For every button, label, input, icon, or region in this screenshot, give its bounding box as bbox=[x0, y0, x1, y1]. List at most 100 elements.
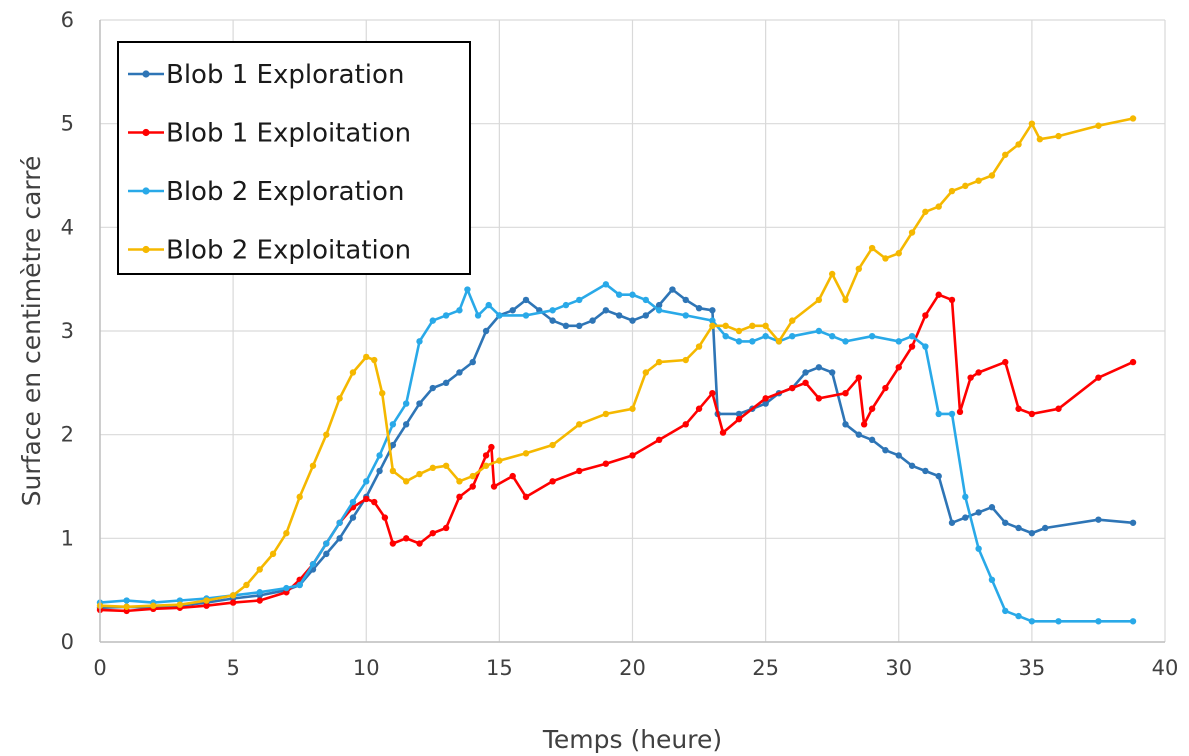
data-point bbox=[1015, 141, 1022, 148]
data-point bbox=[682, 312, 689, 319]
data-point bbox=[1028, 410, 1036, 418]
data-point bbox=[562, 301, 570, 309]
data-point bbox=[602, 460, 610, 467]
data-point bbox=[895, 452, 902, 459]
data-point bbox=[336, 519, 343, 526]
x-tick-label: 0 bbox=[93, 656, 106, 680]
data-point bbox=[855, 374, 863, 381]
x-tick-label: 30 bbox=[885, 656, 912, 680]
data-point bbox=[1015, 612, 1022, 620]
legend-swatch-marker bbox=[142, 128, 150, 137]
data-point bbox=[709, 322, 716, 330]
data-point bbox=[815, 296, 823, 304]
x-tick-label: 25 bbox=[752, 656, 779, 680]
data-point bbox=[669, 286, 676, 293]
y-tick-label: 2 bbox=[61, 423, 74, 447]
data-point bbox=[629, 291, 636, 298]
data-point bbox=[1036, 136, 1044, 143]
data-point bbox=[695, 343, 703, 350]
data-point bbox=[1129, 358, 1137, 366]
legend-swatch-marker bbox=[142, 187, 150, 195]
data-point bbox=[935, 472, 942, 480]
data-point bbox=[482, 452, 490, 459]
data-point bbox=[490, 483, 498, 490]
data-point bbox=[682, 421, 689, 428]
data-point bbox=[496, 312, 503, 319]
data-point bbox=[629, 452, 636, 459]
legend-item: Blob 1 Exploitation bbox=[128, 119, 411, 149]
data-point bbox=[456, 478, 463, 485]
data-point bbox=[762, 322, 769, 330]
data-point bbox=[828, 332, 836, 340]
data-point bbox=[296, 581, 303, 589]
x-tick-label: 5 bbox=[226, 656, 239, 680]
data-point bbox=[522, 312, 530, 319]
data-point bbox=[1041, 524, 1049, 532]
data-point bbox=[203, 597, 210, 604]
data-point bbox=[935, 410, 942, 418]
data-point bbox=[363, 353, 370, 361]
data-point bbox=[442, 462, 450, 469]
data-point bbox=[1055, 405, 1062, 412]
data-point bbox=[256, 589, 263, 596]
data-point bbox=[1028, 120, 1036, 127]
data-point bbox=[469, 472, 476, 480]
y-tick-label: 5 bbox=[61, 112, 74, 136]
data-point bbox=[709, 390, 716, 397]
data-point bbox=[429, 464, 437, 472]
data-point bbox=[549, 441, 556, 449]
legend-box bbox=[117, 41, 471, 275]
data-point bbox=[123, 603, 130, 610]
data-point bbox=[349, 514, 357, 521]
data-point bbox=[522, 296, 530, 304]
legend-item: Blob 2 Exploration bbox=[128, 177, 404, 207]
data-point bbox=[828, 369, 836, 376]
data-point bbox=[389, 540, 397, 547]
data-point bbox=[323, 550, 330, 558]
data-point bbox=[615, 291, 623, 298]
data-point bbox=[1129, 519, 1137, 526]
data-point bbox=[323, 431, 330, 438]
data-point bbox=[429, 384, 437, 392]
legend-label: Blob 2 Exploitation bbox=[166, 236, 411, 266]
data-point bbox=[762, 395, 769, 402]
data-point bbox=[456, 369, 463, 376]
data-point bbox=[269, 550, 277, 558]
data-point bbox=[948, 410, 956, 418]
data-point bbox=[735, 327, 743, 335]
data-point bbox=[549, 478, 556, 485]
data-point bbox=[379, 390, 386, 397]
data-point bbox=[868, 436, 876, 444]
data-point bbox=[576, 467, 583, 475]
data-point bbox=[389, 441, 397, 449]
data-point bbox=[709, 307, 716, 314]
data-point bbox=[442, 524, 450, 532]
data-point bbox=[349, 369, 357, 376]
data-point bbox=[283, 584, 290, 592]
data-point bbox=[642, 296, 650, 304]
data-point bbox=[967, 374, 974, 381]
data-point bbox=[562, 322, 570, 330]
x-axis-title: Temps (heure) bbox=[542, 725, 722, 754]
data-point bbox=[868, 332, 876, 340]
data-point bbox=[1095, 374, 1102, 381]
data-point bbox=[309, 561, 317, 568]
data-point bbox=[882, 255, 889, 262]
data-point bbox=[589, 317, 596, 324]
data-point bbox=[1055, 618, 1062, 625]
data-point bbox=[655, 301, 663, 309]
data-point bbox=[735, 338, 743, 345]
data-point bbox=[655, 358, 663, 366]
data-point bbox=[1095, 516, 1102, 523]
data-point bbox=[935, 203, 942, 210]
data-point bbox=[416, 470, 423, 478]
data-point bbox=[975, 509, 982, 516]
data-point bbox=[922, 208, 929, 215]
data-point bbox=[842, 338, 849, 345]
data-point bbox=[695, 304, 703, 312]
data-point bbox=[908, 343, 916, 350]
data-point bbox=[908, 462, 916, 469]
data-point bbox=[482, 327, 490, 335]
data-point bbox=[389, 467, 397, 475]
